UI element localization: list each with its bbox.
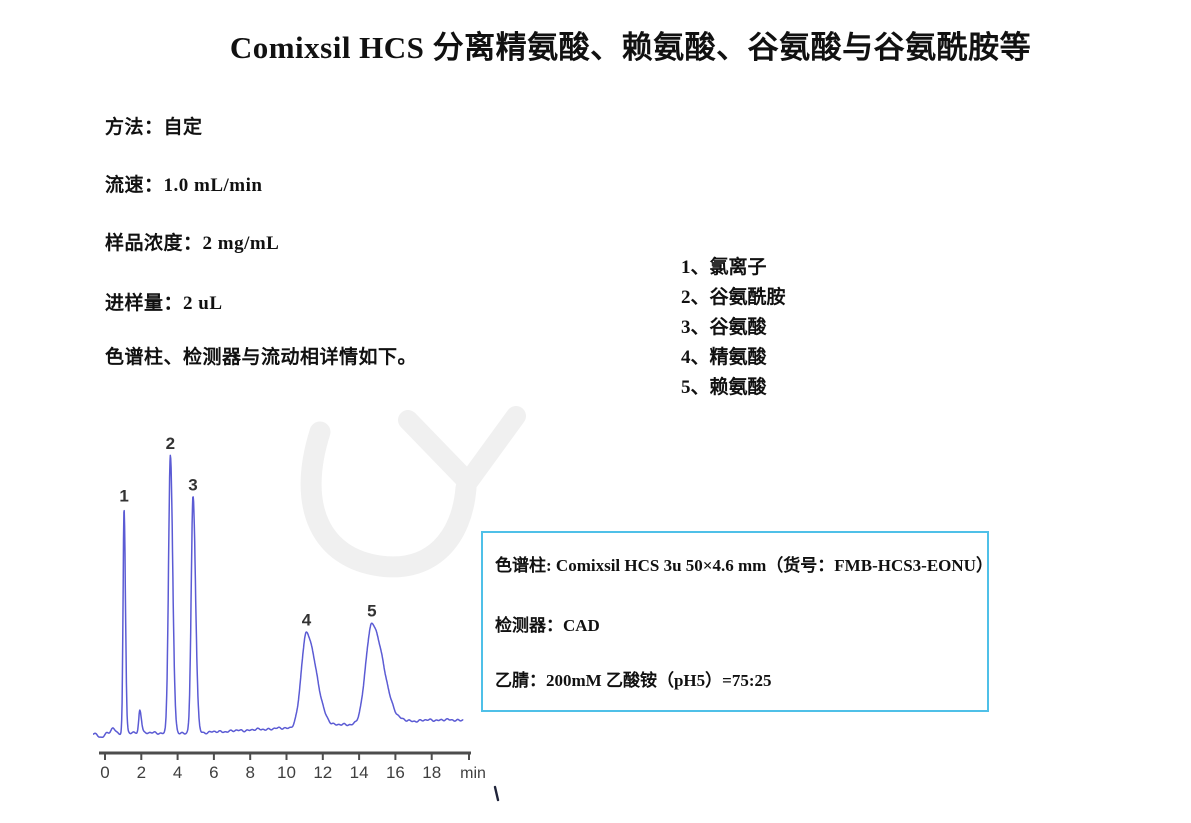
svg-text:16: 16 — [386, 763, 405, 782]
svg-text:0: 0 — [100, 763, 109, 782]
svg-text:18: 18 — [422, 763, 441, 782]
box-line-detector: 检测器：CAD — [495, 616, 600, 635]
svg-text:2: 2 — [137, 763, 146, 782]
legend-item-5: 5、赖氨酸 — [681, 377, 767, 398]
legend-item-2: 2、谷氨酰胺 — [681, 287, 786, 308]
param-method: 方法：自定 — [105, 117, 203, 138]
svg-text:8: 8 — [245, 763, 254, 782]
stray-mark — [493, 785, 500, 802]
peak-legend: 1、氯离子 2、谷氨酰胺 3、谷氨酸 4、精氨酸 5、赖氨酸 — [681, 253, 786, 403]
param-details-note: 色谱柱、检测器与流动相详情如下。 — [105, 347, 418, 368]
svg-text:min: min — [460, 765, 486, 782]
svg-text:3: 3 — [188, 476, 197, 495]
svg-text:4: 4 — [302, 611, 312, 630]
param-flow-rate: 流速：1.0 mL/min — [105, 175, 263, 196]
svg-text:5: 5 — [367, 602, 376, 621]
svg-text:6: 6 — [209, 763, 218, 782]
legend-item-1: 1、氯离子 — [681, 257, 767, 278]
watermark-swoosh — [300, 406, 526, 578]
box-line-mobile-phase: 乙腈：200mM 乙酸铵（pH5）=75:25 — [495, 671, 772, 690]
legend-item-4: 4、精氨酸 — [681, 347, 767, 368]
svg-text:4: 4 — [173, 763, 182, 782]
svg-text:12: 12 — [313, 763, 332, 782]
param-concentration: 样品浓度：2 mg/mL — [105, 233, 280, 254]
page-title: Comixsil HCS 分离精氨酸、赖氨酸、谷氨酸与谷氨酰胺等 — [229, 30, 1032, 65]
svg-text:1: 1 — [119, 487, 128, 506]
param-injection: 进样量：2 uL — [105, 293, 223, 314]
box-line-column: 色谱柱: Comixsil HCS 3u 50×4.6 mm（货号：FMB-HC… — [495, 556, 993, 575]
conditions-box: 色谱柱: Comixsil HCS 3u 50×4.6 mm（货号：FMB-HC… — [481, 531, 993, 712]
svg-text:10: 10 — [277, 763, 296, 782]
legend-item-3: 3、谷氨酸 — [681, 317, 767, 338]
svg-text:2: 2 — [166, 434, 175, 453]
svg-text:14: 14 — [350, 763, 369, 782]
